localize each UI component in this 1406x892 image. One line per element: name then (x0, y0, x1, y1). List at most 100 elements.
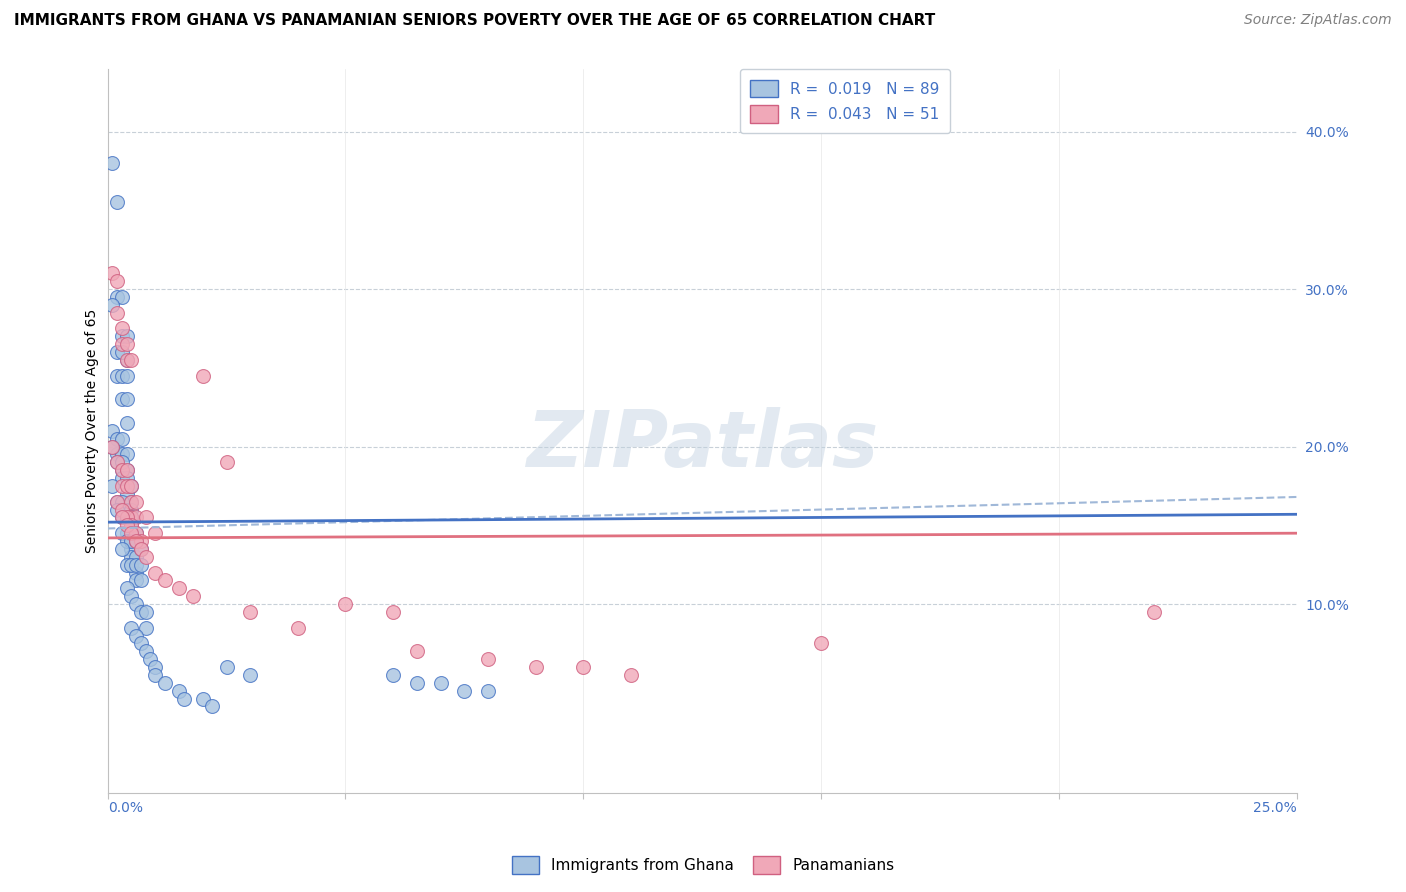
Point (120, 510, 142, 524)
Point (120, 518, 142, 533)
Point (181, 589, 204, 603)
Point (111, 463, 134, 477)
Point (143, 526, 166, 541)
Point (125, 534, 148, 549)
Point (143, 566, 166, 580)
Point (382, 668, 405, 682)
Point (405, 644, 427, 658)
Point (125, 526, 148, 541)
Text: Source: ZipAtlas.com: Source: ZipAtlas.com (1244, 13, 1392, 28)
Point (135, 621, 157, 635)
Point (115, 337, 138, 351)
Point (125, 534, 148, 549)
Point (477, 683, 499, 698)
Point (115, 510, 138, 524)
Point (115, 510, 138, 524)
Point (167, 582, 190, 596)
Point (572, 660, 595, 674)
Point (135, 549, 157, 564)
Point (105, 195, 128, 210)
Point (101, 298, 124, 312)
Point (111, 479, 134, 493)
Point (120, 510, 142, 524)
Point (125, 558, 148, 572)
Point (115, 463, 138, 477)
Point (239, 605, 262, 619)
Point (453, 683, 475, 698)
Point (115, 416, 138, 430)
Point (120, 479, 142, 493)
Point (111, 329, 134, 343)
Point (191, 691, 214, 706)
Point (115, 353, 138, 368)
Point (111, 455, 134, 469)
Point (201, 699, 224, 714)
Point (105, 455, 128, 469)
Point (335, 597, 357, 611)
Point (125, 597, 148, 611)
Point (173, 691, 195, 706)
Legend: R =  0.019   N = 89, R =  0.043   N = 51: R = 0.019 N = 89, R = 0.043 N = 51 (740, 69, 950, 133)
Point (125, 574, 148, 588)
Point (129, 636, 152, 650)
Legend: Immigrants from Ghana, Panamanians: Immigrants from Ghana, Panamanians (506, 850, 900, 880)
Point (125, 629, 148, 643)
Point (115, 471, 138, 485)
Point (111, 541, 134, 556)
Point (101, 156, 124, 170)
Point (129, 574, 152, 588)
Point (101, 440, 124, 454)
Point (111, 290, 134, 304)
Point (101, 266, 124, 280)
Point (101, 440, 124, 454)
Point (382, 605, 405, 619)
Point (111, 471, 134, 485)
Point (215, 660, 238, 674)
Point (111, 510, 134, 524)
Point (115, 558, 138, 572)
Point (120, 541, 142, 556)
Point (125, 526, 148, 541)
Point (111, 337, 134, 351)
Point (120, 526, 142, 541)
Point (105, 494, 128, 508)
Point (111, 502, 134, 516)
Point (125, 510, 148, 524)
Point (115, 526, 138, 541)
Point (105, 502, 128, 516)
Point (115, 582, 138, 596)
Point (120, 518, 142, 533)
Point (239, 668, 262, 682)
Point (153, 574, 176, 588)
Point (120, 549, 142, 564)
Point (120, 534, 142, 549)
Point (129, 558, 152, 572)
Text: ZIPatlas: ZIPatlas (526, 408, 879, 483)
Point (111, 526, 134, 541)
Point (120, 494, 142, 508)
Point (1143, 605, 1166, 619)
Point (191, 368, 214, 383)
Point (115, 463, 138, 477)
Point (105, 432, 128, 446)
Point (120, 589, 142, 603)
Point (143, 668, 166, 682)
Point (115, 518, 138, 533)
Point (477, 652, 499, 666)
Point (101, 424, 124, 438)
Point (105, 368, 128, 383)
Point (111, 432, 134, 446)
Point (620, 668, 643, 682)
Text: 0.0%: 0.0% (108, 801, 142, 815)
Point (111, 345, 134, 359)
Point (115, 487, 138, 501)
Point (135, 605, 157, 619)
Point (105, 494, 128, 508)
Point (429, 676, 451, 690)
Text: 25.0%: 25.0% (1253, 801, 1296, 815)
Point (143, 660, 166, 674)
Point (115, 368, 138, 383)
Point (125, 566, 148, 580)
Point (125, 494, 148, 508)
Point (167, 683, 190, 698)
